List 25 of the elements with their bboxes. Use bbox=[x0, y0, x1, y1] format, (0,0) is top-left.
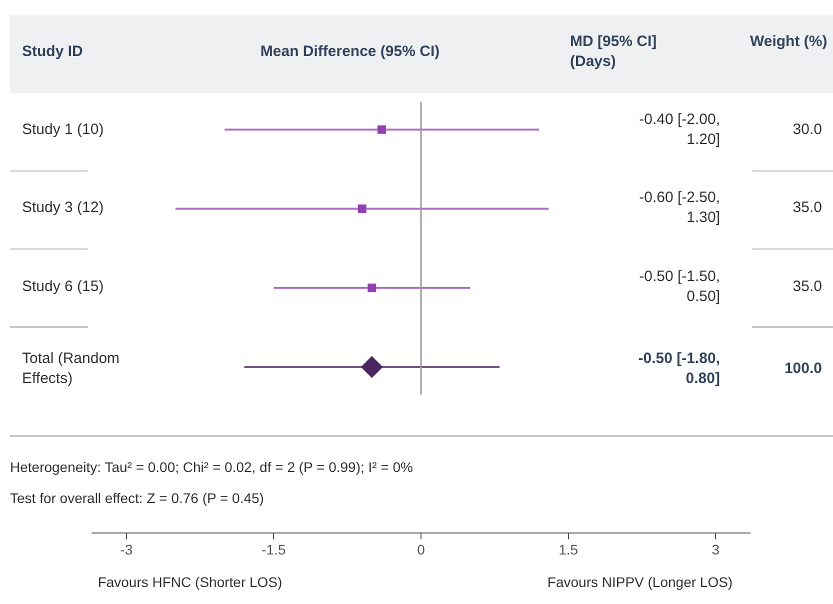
x-tick-label: 0 bbox=[417, 541, 426, 558]
chart-title: Mean Difference (95% CI) bbox=[259, 42, 441, 62]
text: 100.0 bbox=[783, 359, 822, 379]
annotation: -0.60 [-2.50, 1.30] bbox=[638, 188, 720, 228]
y-axis-title: Study ID bbox=[22, 42, 83, 62]
text: MD [95% CI] (Days) bbox=[570, 32, 658, 72]
annotation: -0.50 [-1.80, 0.80] bbox=[637, 349, 720, 389]
text: Weight (%) bbox=[750, 32, 828, 52]
text: 35.0 bbox=[792, 198, 822, 218]
y-tick-label: Total (Random Effects) bbox=[22, 349, 121, 389]
x-tick-label: 3 bbox=[712, 541, 720, 558]
y-tick-label: Study 6 (15) bbox=[22, 277, 105, 297]
text: Heterogeneity: Tau² = 0.00; Chi² = 0.02, df = 2 (P = 0.99); I² = 0% bbox=[10, 458, 413, 477]
text: 30.0 bbox=[792, 120, 822, 140]
text: 35.0 bbox=[792, 277, 822, 297]
text: Test for overall effect: Z = 0.76 (P = 0.45) bbox=[10, 489, 264, 508]
text: Favours NIPPV (Longer LOS) bbox=[546, 573, 734, 592]
annotation: -0.50 [-1.50, 0.50] bbox=[638, 267, 720, 307]
y-tick-label: Study 1 (10) bbox=[22, 120, 105, 140]
x-tick-label: 1.5 bbox=[558, 541, 578, 558]
x-tick-label: -3 bbox=[120, 541, 133, 558]
text: Favours HFNC (Shorter LOS) bbox=[96, 573, 284, 592]
annotation: -0.40 [-2.00, 1.20] bbox=[638, 110, 720, 150]
x-tick-label: -1.5 bbox=[262, 541, 286, 558]
y-tick-label: Study 3 (12) bbox=[22, 198, 105, 218]
